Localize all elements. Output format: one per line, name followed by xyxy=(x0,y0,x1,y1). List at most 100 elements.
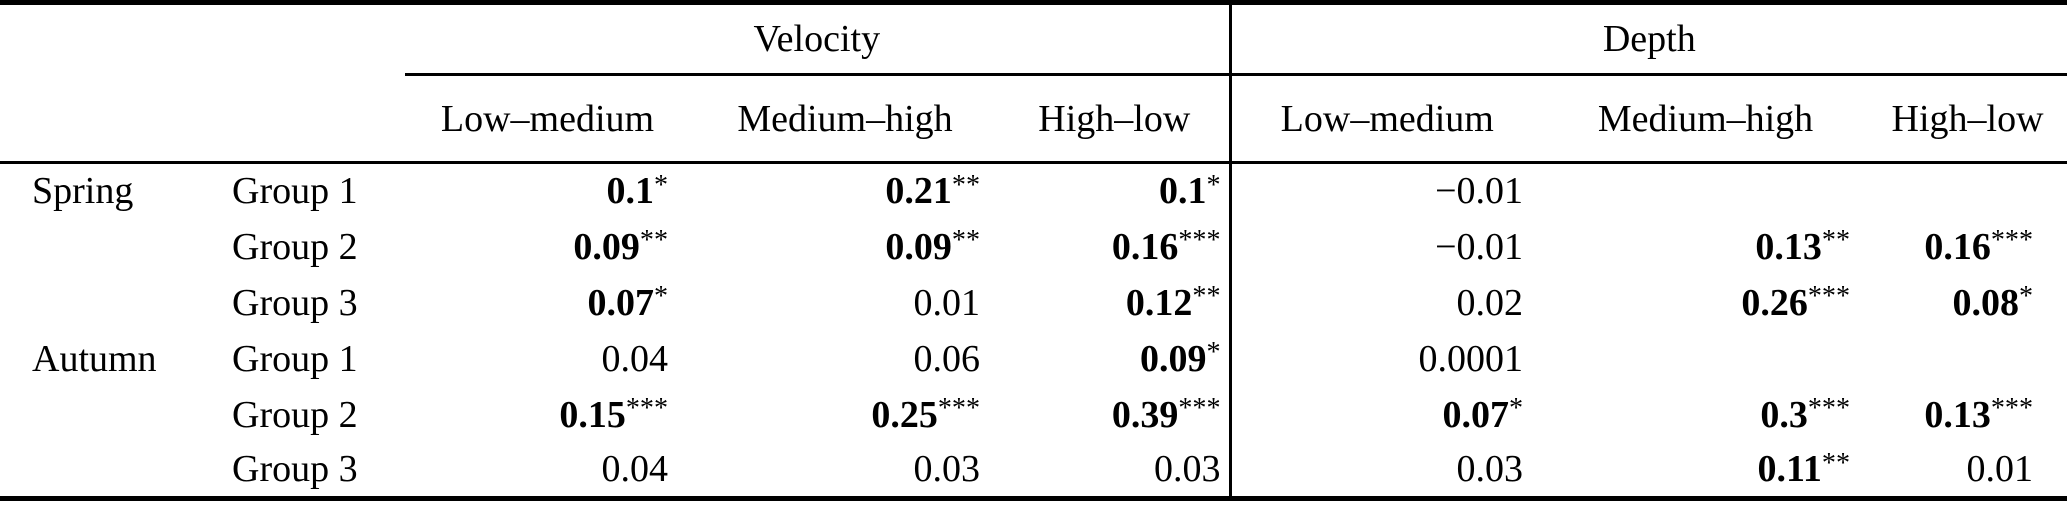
value-cell: 0.16*** xyxy=(1868,219,2067,275)
corner-spacer xyxy=(0,74,405,164)
season-label xyxy=(0,275,225,331)
season-label xyxy=(0,219,225,275)
table-row: Group 3 0.07* 0.01 0.12** 0.02 0.26*** 0… xyxy=(0,274,2067,331)
significance-stars: * xyxy=(1206,169,1221,201)
group-label: Group 1 xyxy=(232,170,358,213)
value-cell: 0.08* xyxy=(1868,275,2067,331)
value-cell: 0.16*** xyxy=(1000,219,1230,275)
table-row: Group 3 0.04 0.03 0.03 0.03 0.11** 0.01 xyxy=(0,442,2067,499)
value-cell: 0.07* xyxy=(1228,386,1544,443)
value-cell: 0.09** xyxy=(405,219,690,275)
value-cell: −0.01 xyxy=(1228,218,1544,275)
value: 0.3 xyxy=(1760,393,1808,436)
significance-stars: *** xyxy=(1807,393,1851,425)
value: 0.03 xyxy=(913,448,981,491)
value: 0.11 xyxy=(1757,448,1822,491)
season-label xyxy=(0,387,225,443)
value-cell: 0.26*** xyxy=(1543,275,1868,331)
group-label: Group 3 xyxy=(232,448,358,491)
value: 0.39 xyxy=(1111,393,1179,436)
value-cell: 0.25*** xyxy=(690,387,1000,443)
subheader-depth-medium-high: Medium–high xyxy=(1543,74,1869,164)
column-group-header-row: Velocity Depth xyxy=(0,2,2067,76)
value-cell: 0.21** xyxy=(690,163,1000,219)
group-label: Group 1 xyxy=(232,337,358,380)
table-row: Spring Group 1 0.1* 0.21** 0.1* −0.01 xyxy=(0,162,2067,219)
subheader-depth-high-low: High–low xyxy=(1868,74,2067,164)
value: 0.07 xyxy=(587,281,654,324)
col-group-depth: Depth xyxy=(1228,2,2067,76)
value: 0.13 xyxy=(1924,393,1991,436)
value: 0.15 xyxy=(559,393,626,436)
col-group-velocity: Velocity xyxy=(405,2,1231,76)
value: 0.03 xyxy=(1456,448,1524,491)
table-row: Group 2 0.09** 0.09** 0.16*** −0.01 0.13… xyxy=(0,218,2067,275)
significance-stars: * xyxy=(2018,281,2034,313)
value-cell: 0.15*** xyxy=(405,387,690,443)
value: 0.16 xyxy=(1924,225,1991,268)
value-cell: 0.07* xyxy=(405,275,690,331)
subheader-velocity-medium-high: Medium–high xyxy=(690,74,1000,164)
value-cell: 0.09* xyxy=(1000,331,1230,387)
value-cell: 0.03 xyxy=(690,443,1000,499)
table-row: Autumn Group 1 0.04 0.06 0.09* 0.0001 xyxy=(0,330,2067,387)
group-label: Group 3 xyxy=(232,281,358,324)
group-label: Group 2 xyxy=(232,393,358,436)
subheader-velocity-high-low: High–low xyxy=(1000,74,1231,164)
significance-stars: * xyxy=(1206,337,1221,369)
value: 0.25 xyxy=(871,393,938,436)
value-cell: 0.1* xyxy=(405,163,690,219)
value-cell: 0.12** xyxy=(1000,275,1230,331)
value-cell: 0.1* xyxy=(1000,163,1230,219)
value-cell: 0.11** xyxy=(1543,443,1868,499)
value: 0.1 xyxy=(1158,170,1207,213)
value: 0.1 xyxy=(606,170,654,213)
significance-stars: * xyxy=(1508,393,1524,425)
value-cell xyxy=(1543,163,1868,219)
value: 0.12 xyxy=(1125,281,1193,324)
subheader-velocity-low-medium: Low–medium xyxy=(405,74,690,164)
significance-stars: ** xyxy=(951,225,980,257)
value: −0.01 xyxy=(1435,225,1524,268)
value-cell xyxy=(1868,163,2067,219)
significance-stars: *** xyxy=(1178,393,1221,425)
value-cell: 0.3*** xyxy=(1543,387,1868,443)
value: 0.21 xyxy=(885,170,952,213)
season-label: Autumn xyxy=(32,337,157,380)
value: 0.04 xyxy=(601,448,669,491)
value: 0.0001 xyxy=(1418,337,1524,380)
value: −0.01 xyxy=(1435,170,1524,213)
value-cell xyxy=(1868,331,2067,387)
value-cell: 0.13*** xyxy=(1868,387,2067,443)
value-cell: 0.04 xyxy=(405,331,690,387)
value-cell: 0.03 xyxy=(1000,443,1230,499)
value-cell: 0.03 xyxy=(1228,442,1544,499)
results-table: Velocity Depth Low–medium Medium–high Hi… xyxy=(0,0,2067,501)
significance-stars: ** xyxy=(1821,225,1851,257)
value: 0.13 xyxy=(1755,225,1822,268)
value-cell xyxy=(1543,331,1868,387)
significance-stars: ** xyxy=(639,225,668,257)
group-label: Group 2 xyxy=(232,225,358,268)
value: 0.03 xyxy=(1154,448,1221,491)
value: 0.09 xyxy=(885,225,952,268)
significance-stars: *** xyxy=(937,393,980,425)
value: 0.04 xyxy=(601,337,669,380)
value: 0.09 xyxy=(573,225,640,268)
value-cell: 0.0001 xyxy=(1228,330,1544,387)
value: 0.01 xyxy=(1966,448,2034,491)
value-cell: 0.09** xyxy=(690,219,1000,275)
value: 0.08 xyxy=(1952,281,2019,324)
value: 0.07 xyxy=(1442,393,1509,436)
value-cell: 0.04 xyxy=(405,443,690,499)
value: 0.02 xyxy=(1456,281,1524,324)
significance-stars: ** xyxy=(1821,447,1851,479)
value-cell: 0.06 xyxy=(690,331,1000,387)
value-cell: −0.01 xyxy=(1228,162,1544,219)
value-cell: 0.01 xyxy=(690,275,1000,331)
season-label: Spring xyxy=(32,170,134,213)
significance-stars: *** xyxy=(1990,393,2034,425)
significance-stars: * xyxy=(653,281,668,313)
value: 0.16 xyxy=(1111,225,1179,268)
